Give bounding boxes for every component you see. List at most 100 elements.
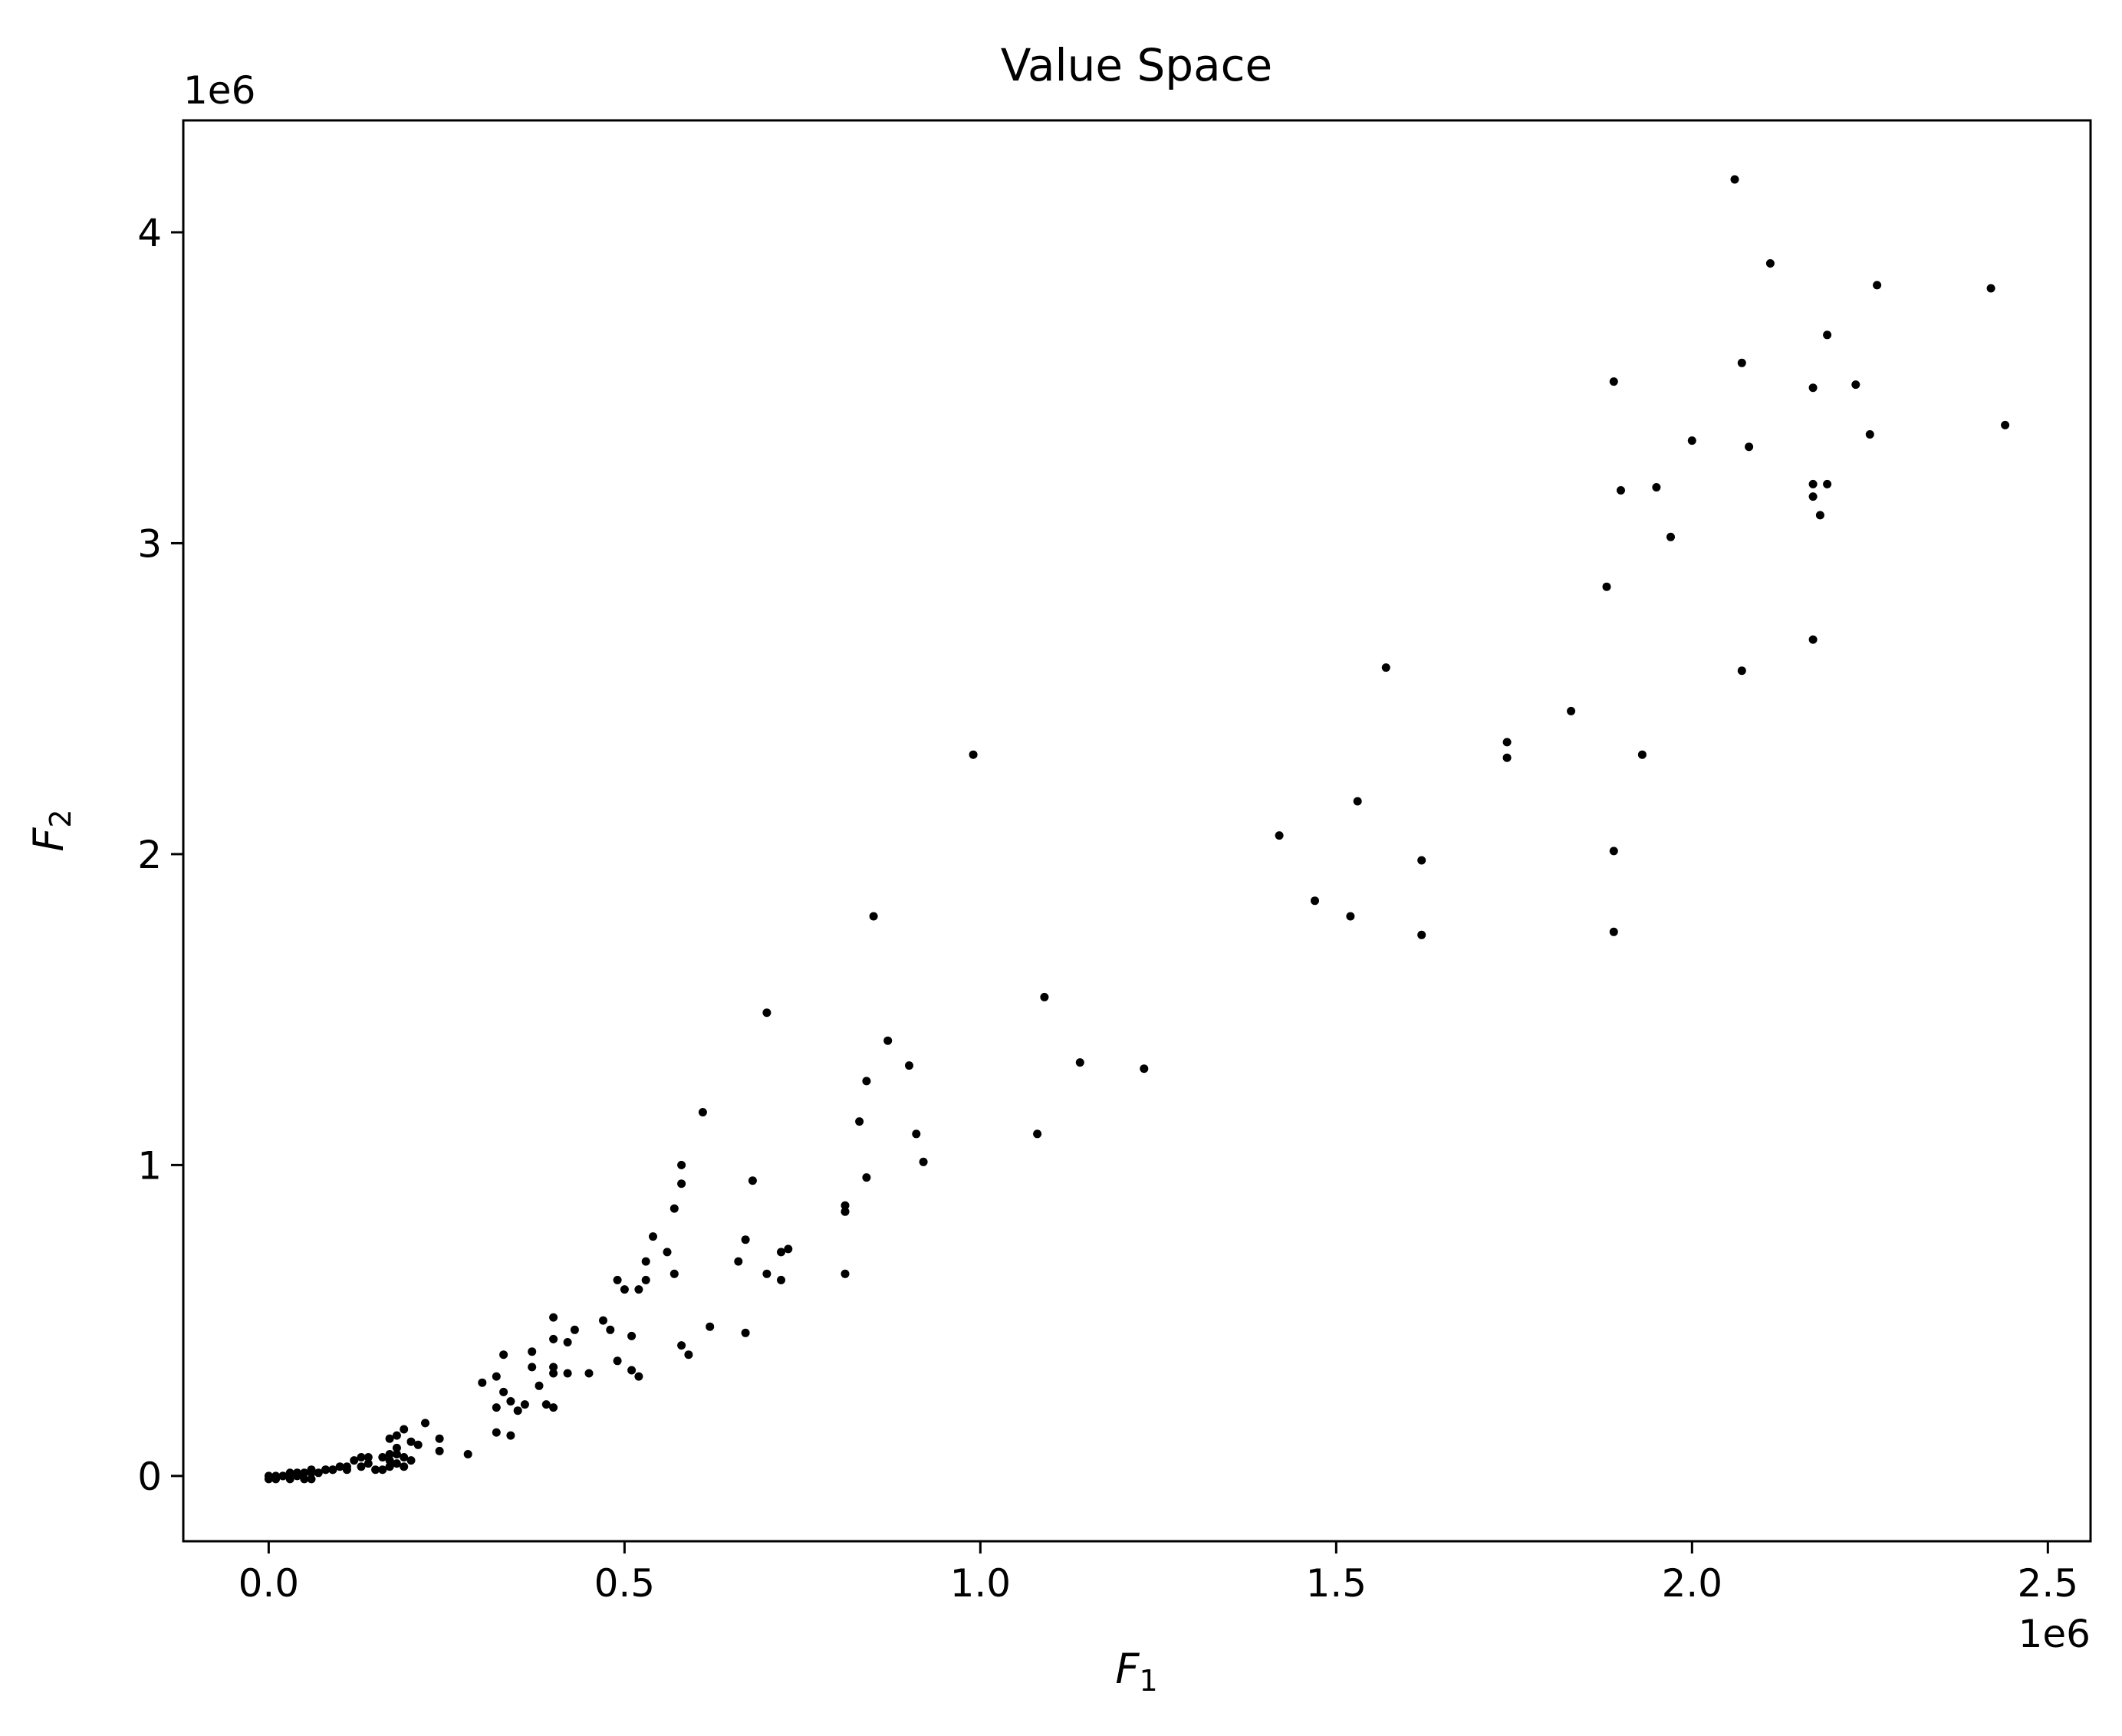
data-point-35 bbox=[1346, 912, 1355, 921]
y-tick-label-0: 0 bbox=[137, 1455, 162, 1499]
data-point-21 bbox=[1808, 635, 1818, 644]
x-axis-label-main: F bbox=[1115, 1645, 1140, 1693]
data-point-29 bbox=[1353, 797, 1362, 806]
y-axis-label-main: F bbox=[25, 827, 73, 852]
data-point-25 bbox=[1502, 738, 1512, 747]
data-point-49 bbox=[919, 1157, 928, 1166]
data-point-143 bbox=[406, 1437, 416, 1446]
data-point-92 bbox=[492, 1372, 501, 1381]
data-point-140 bbox=[271, 1475, 281, 1484]
data-point-147 bbox=[342, 1462, 351, 1471]
data-point-151 bbox=[278, 1471, 288, 1481]
data-point-22 bbox=[1381, 663, 1390, 672]
data-point-136 bbox=[385, 1462, 394, 1471]
data-point-46 bbox=[855, 1117, 864, 1126]
data-point-139 bbox=[300, 1475, 309, 1484]
data-point-47 bbox=[912, 1129, 921, 1139]
y-axis-ticks: 0 1 2 3 4 bbox=[137, 211, 183, 1499]
data-point-146 bbox=[307, 1465, 316, 1475]
data-point-68 bbox=[613, 1275, 622, 1284]
data-point-17 bbox=[1808, 492, 1818, 501]
data-point-89 bbox=[584, 1369, 594, 1378]
data-point-45 bbox=[698, 1108, 707, 1116]
data-point-32 bbox=[1417, 856, 1426, 865]
data-point-13 bbox=[1808, 479, 1818, 488]
data-point-65 bbox=[762, 1269, 771, 1278]
data-point-27 bbox=[969, 750, 978, 759]
data-point-152 bbox=[293, 1468, 301, 1478]
data-point-64 bbox=[669, 1269, 679, 1278]
data-point-26 bbox=[1502, 753, 1512, 762]
data-point-145 bbox=[328, 1465, 337, 1475]
chart-title: Value Space bbox=[1001, 39, 1272, 91]
x-axis-ticks: 0.0 0.5 1.0 1.5 2.0 2.5 bbox=[239, 1541, 2078, 1606]
data-point-41 bbox=[1075, 1058, 1084, 1067]
data-point-60 bbox=[784, 1244, 793, 1254]
data-point-39 bbox=[762, 1008, 771, 1018]
data-point-15 bbox=[1652, 483, 1661, 492]
data-point-36 bbox=[1609, 927, 1618, 936]
data-point-5 bbox=[1737, 358, 1746, 367]
data-point-6 bbox=[1609, 377, 1618, 386]
data-point-78 bbox=[549, 1334, 558, 1343]
data-point-153 bbox=[264, 1475, 273, 1484]
data-point-115 bbox=[385, 1456, 394, 1465]
data-point-67 bbox=[777, 1275, 785, 1284]
data-points bbox=[264, 175, 2010, 1484]
x-axis-label: F1 bbox=[1115, 1645, 1157, 1698]
x-tick-label-2: 1.0 bbox=[950, 1561, 1012, 1606]
data-point-23 bbox=[1737, 666, 1746, 676]
data-point-73 bbox=[599, 1316, 607, 1325]
data-point-111 bbox=[463, 1450, 472, 1458]
data-point-141 bbox=[285, 1475, 294, 1484]
data-point-62 bbox=[734, 1257, 743, 1266]
data-point-91 bbox=[627, 1366, 637, 1375]
data-point-76 bbox=[706, 1322, 715, 1331]
data-point-52 bbox=[748, 1176, 757, 1185]
data-point-130 bbox=[285, 1468, 294, 1478]
data-point-94 bbox=[478, 1378, 487, 1387]
x-tick-label-0: 0.0 bbox=[239, 1561, 300, 1606]
data-point-114 bbox=[357, 1453, 366, 1461]
data-point-104 bbox=[506, 1431, 515, 1440]
data-point-107 bbox=[385, 1434, 394, 1443]
data-point-113 bbox=[400, 1453, 409, 1461]
y-tick-label-3: 3 bbox=[137, 521, 162, 566]
y-axis-label: F2 bbox=[25, 809, 77, 851]
data-point-40 bbox=[883, 1036, 893, 1045]
data-point-101 bbox=[541, 1400, 551, 1409]
data-point-43 bbox=[1140, 1064, 1149, 1073]
data-point-81 bbox=[677, 1341, 686, 1350]
data-point-51 bbox=[862, 1173, 871, 1182]
data-point-42 bbox=[905, 1061, 913, 1070]
data-point-95 bbox=[535, 1381, 544, 1390]
data-point-4 bbox=[1823, 330, 1832, 340]
data-point-90 bbox=[563, 1369, 572, 1378]
data-point-14 bbox=[1823, 479, 1832, 488]
data-point-112 bbox=[392, 1450, 401, 1458]
data-point-138 bbox=[307, 1475, 316, 1484]
data-point-56 bbox=[841, 1207, 850, 1216]
data-point-125 bbox=[300, 1468, 309, 1478]
data-point-79 bbox=[563, 1338, 572, 1346]
data-point-117 bbox=[350, 1456, 359, 1465]
data-point-148 bbox=[364, 1453, 373, 1461]
data-point-109 bbox=[413, 1440, 423, 1449]
data-point-30 bbox=[1275, 831, 1284, 840]
data-point-87 bbox=[549, 1369, 558, 1378]
data-point-144 bbox=[392, 1431, 401, 1440]
data-point-133 bbox=[357, 1462, 366, 1471]
data-point-118 bbox=[335, 1462, 344, 1471]
plot-area bbox=[183, 120, 2091, 1541]
data-point-33 bbox=[1311, 896, 1319, 906]
data-point-83 bbox=[499, 1350, 508, 1360]
data-point-149 bbox=[385, 1450, 394, 1458]
data-point-106 bbox=[400, 1425, 409, 1434]
data-point-98 bbox=[520, 1400, 529, 1409]
data-point-28 bbox=[1637, 750, 1647, 759]
data-point-142 bbox=[392, 1443, 401, 1452]
data-point-70 bbox=[620, 1285, 629, 1294]
data-point-69 bbox=[641, 1275, 650, 1284]
x-axis-offset-text: 1e6 bbox=[2018, 1612, 2091, 1656]
